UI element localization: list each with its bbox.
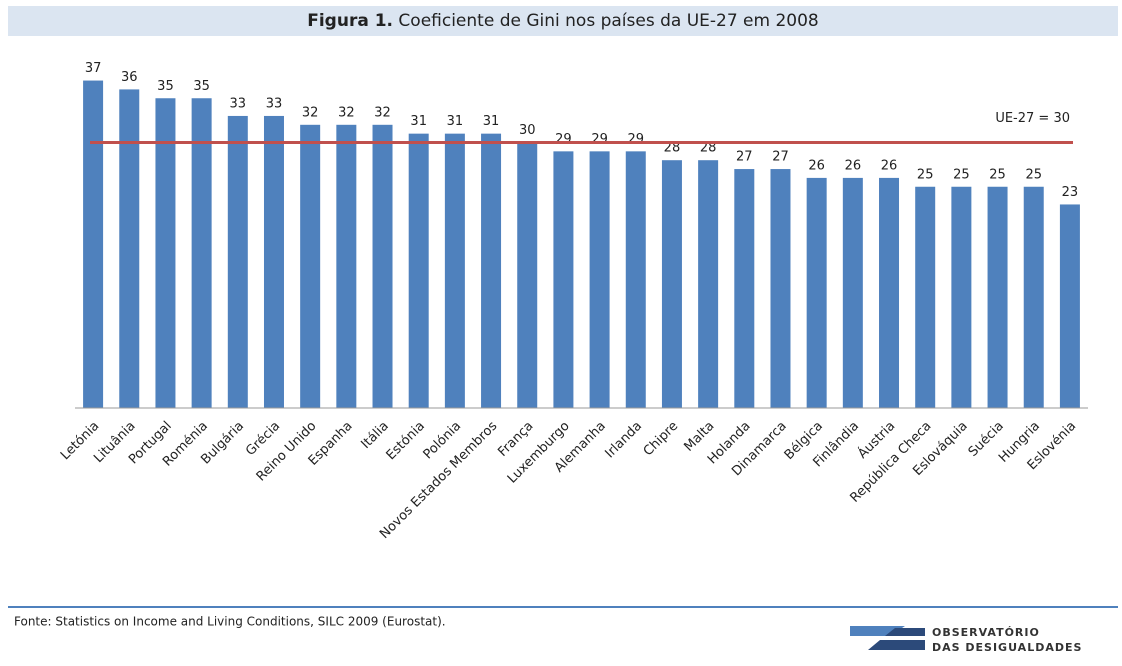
value-label: 32: [302, 105, 319, 120]
value-label: 31: [483, 114, 500, 129]
x-tick-label: Irlanda: [602, 419, 645, 462]
chart-title-group: Figura 1. Coeficiente de Gini nos países…: [307, 11, 819, 31]
bar: [444, 133, 465, 408]
bar: [227, 115, 248, 408]
value-label: 25: [953, 167, 970, 182]
value-label: 30: [519, 123, 536, 138]
bar: [589, 151, 610, 408]
value-label: 25: [989, 167, 1006, 182]
value-label: 26: [881, 158, 898, 173]
logo-text: OBSERVATÓRIO: [932, 626, 1040, 639]
chart-title: Coeficiente de Gini nos países da UE-27 …: [398, 11, 818, 31]
value-label: 26: [845, 158, 862, 173]
bar: [155, 98, 176, 408]
bar: [336, 124, 357, 409]
bar: [553, 151, 574, 408]
value-label: 27: [736, 150, 753, 165]
bar: [517, 142, 538, 408]
value-label: 25: [1025, 167, 1042, 182]
bar: [987, 186, 1008, 408]
value-label: 29: [591, 132, 608, 147]
bar: [951, 186, 972, 408]
value-label: 26: [808, 158, 825, 173]
value-label: 29: [555, 132, 572, 147]
bar: [83, 80, 104, 409]
logo-text: DAS DESIGUALDADES: [932, 641, 1082, 654]
bar: [300, 124, 321, 409]
bar: [191, 98, 212, 408]
value-label: 28: [664, 141, 681, 156]
value-label: 25: [917, 167, 934, 182]
x-tick-label: Chipre: [641, 419, 681, 459]
bar: [119, 89, 140, 409]
bar: [770, 169, 791, 408]
value-label: 27: [772, 150, 789, 165]
x-tick-label: Itália: [359, 419, 392, 452]
value-label: 33: [266, 96, 283, 111]
bar: [263, 115, 284, 408]
bar: [625, 151, 646, 408]
value-label: 32: [374, 105, 391, 120]
value-label: 35: [193, 79, 210, 94]
bar: [806, 177, 827, 408]
bar: [842, 177, 863, 408]
value-label: 28: [700, 141, 717, 156]
bar: [915, 186, 936, 408]
bar: [734, 169, 755, 408]
value-label: 35: [157, 79, 174, 94]
value-label: 33: [230, 96, 247, 111]
bar: [698, 160, 719, 408]
value-label: 31: [447, 114, 464, 129]
bar: [372, 124, 393, 409]
bar: [1059, 204, 1080, 408]
title-bar: [8, 6, 1118, 36]
logo-mark: [885, 628, 925, 636]
bar: [1023, 186, 1044, 408]
reference-label: UE-27 = 30: [995, 111, 1070, 126]
bar: [661, 160, 682, 408]
bar: [481, 133, 502, 408]
source: Fonte: Statistics on Income and Living C…: [14, 615, 446, 629]
value-label: 36: [121, 70, 138, 85]
value-label: 37: [85, 61, 102, 76]
bar: [879, 177, 900, 408]
bar: [408, 133, 429, 408]
figure-label: Figura 1.: [307, 11, 393, 31]
value-label: 31: [410, 114, 427, 129]
value-label: 29: [627, 132, 644, 147]
value-label: 23: [1062, 185, 1079, 200]
logo-mark: [868, 640, 925, 650]
value-label: 32: [338, 105, 355, 120]
x-tick-label: Estónia: [384, 419, 428, 463]
